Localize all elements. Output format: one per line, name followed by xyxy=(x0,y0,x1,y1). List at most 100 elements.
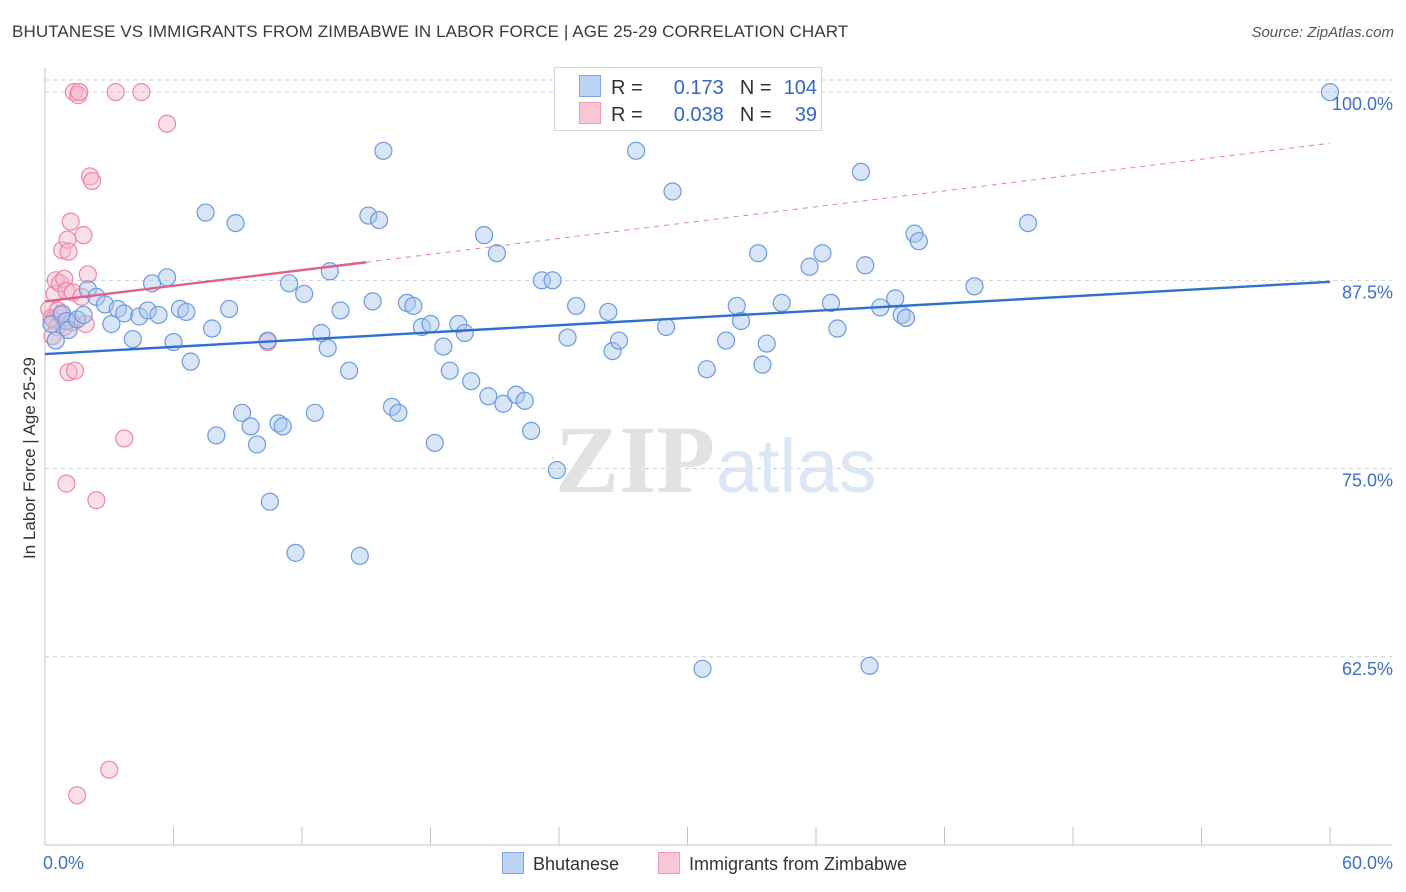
bhutanese-point xyxy=(455,323,474,343)
bhutanese-point xyxy=(731,311,751,331)
zimbabwe-point xyxy=(68,786,87,805)
bhutanese-point xyxy=(663,182,682,201)
bhutanese-point xyxy=(247,435,267,454)
bhutanese-point xyxy=(479,387,498,406)
bhutanese-point xyxy=(697,360,716,379)
bhutanese-point xyxy=(860,656,879,675)
zimbabwe-point xyxy=(65,361,85,380)
bhutanese-point xyxy=(656,317,676,337)
legend-label: Immigrants from Zimbabwe xyxy=(689,854,908,874)
bhutanese-point xyxy=(207,426,226,445)
bhutanese-point xyxy=(181,352,200,371)
zimbabwe-point xyxy=(115,429,134,448)
bhutanese-point xyxy=(772,293,791,313)
bhutanese-point xyxy=(558,328,577,347)
tick-labels: 62.5% 75.0% 87.5% 100.0% 0.0% 60.0% xyxy=(43,94,1393,873)
pink-swatch xyxy=(579,102,601,124)
r-label: R = xyxy=(611,104,643,126)
bhutanese-point xyxy=(196,203,215,222)
y-axis-title: In Labor Force | Age 25-29 xyxy=(20,357,39,559)
legend-label: Bhutanese xyxy=(533,854,620,874)
pink-swatch xyxy=(658,852,680,874)
bhutanese-point xyxy=(474,226,494,245)
bhutanese-point xyxy=(1018,213,1038,233)
n-label: N = xyxy=(739,77,772,99)
bhutanese-point xyxy=(727,296,746,316)
y-tick-label: 100.0% xyxy=(1332,94,1393,114)
bhutanese-point xyxy=(462,372,481,391)
bhutanese-point xyxy=(1320,82,1340,102)
bhutanese-point xyxy=(851,162,871,182)
legend-row-bhutanese: R = 0.173 N = 104 xyxy=(579,75,817,99)
bhutanese-point xyxy=(241,417,260,436)
bhutanese-point xyxy=(440,361,459,380)
r-value: 0.173 xyxy=(673,77,724,99)
bhutanese-point xyxy=(609,331,629,350)
zimbabwe-point xyxy=(100,760,119,779)
bhutanese-point xyxy=(359,206,378,225)
watermark-zip: ZIP xyxy=(555,406,715,513)
blue-swatch xyxy=(579,75,601,97)
zimbabwe-point xyxy=(61,212,80,231)
zimbabwe-point xyxy=(87,491,106,510)
bhutanese-point xyxy=(404,296,423,316)
zimbabwe-point xyxy=(59,242,78,261)
bhutanese-point xyxy=(813,244,832,263)
bhutanese-point xyxy=(177,302,196,322)
r-value: 0.038 xyxy=(673,104,724,126)
bhutanese-point xyxy=(295,284,314,303)
bhutanese-point xyxy=(800,257,819,276)
bhutanese-point xyxy=(374,141,393,160)
bhutanese-point xyxy=(425,433,444,453)
zimbabwe-points xyxy=(40,82,277,805)
bhutanese-point xyxy=(318,338,337,358)
trend-lines xyxy=(44,142,1331,356)
zimbabwe-point xyxy=(57,474,76,493)
bhutanese-point xyxy=(149,305,168,325)
x-tick-label: 0.0% xyxy=(43,853,84,873)
bhutanese-point xyxy=(280,274,299,293)
legend-item-bhutanese: Bhutanese xyxy=(502,852,619,875)
bhutanese-point xyxy=(757,334,776,353)
zimbabwe-point xyxy=(70,82,89,102)
bhutanese-point xyxy=(896,308,916,328)
bhutanese-point xyxy=(389,403,408,422)
bhutanese-point xyxy=(74,305,93,325)
bhutanese-point xyxy=(273,417,292,436)
bhutanese-point xyxy=(115,304,134,323)
bhutanese-point xyxy=(856,256,875,275)
bhutanese-point xyxy=(331,301,350,320)
zimbabwe-point xyxy=(59,363,78,382)
bhutanese-point xyxy=(716,331,736,350)
bhutanese-point xyxy=(102,314,121,334)
bhutanese-point xyxy=(202,319,222,338)
bhutanese-point xyxy=(260,492,279,511)
bhutanese-point xyxy=(226,213,245,233)
bhutanese-point xyxy=(421,314,440,334)
x-tick-label: 60.0% xyxy=(1342,853,1393,873)
bhutanese-point xyxy=(434,337,453,356)
zimbabwe-trend-extension xyxy=(366,142,1331,263)
zimbabwe-point xyxy=(74,226,93,245)
bhutanese-point xyxy=(543,271,562,290)
n-value: 39 xyxy=(794,104,818,126)
legend-item-zimbabwe: Immigrants from Zimbabwe xyxy=(658,852,907,875)
y-tick-label: 62.5% xyxy=(1342,659,1393,679)
zimbabwe-point xyxy=(106,82,125,102)
bhutanese-point xyxy=(286,543,305,562)
bhutanese-trend-line xyxy=(44,280,1331,356)
bhutanese-point xyxy=(828,319,847,338)
zimbabwe-point xyxy=(157,114,177,133)
y-tick-label: 87.5% xyxy=(1342,282,1393,302)
bhutanese-point xyxy=(220,299,239,319)
bhutanese-point xyxy=(603,341,622,361)
watermark-atlas: atlas xyxy=(716,424,877,509)
bhutanese-point xyxy=(693,659,712,678)
zimbabwe-point xyxy=(132,82,151,102)
bhutanese-point xyxy=(626,141,646,160)
bhutanese-point xyxy=(821,293,841,313)
bhutanese-point xyxy=(515,391,534,410)
bhutanese-point xyxy=(449,314,468,334)
bhutanese-point xyxy=(547,460,566,480)
bhutanese-point xyxy=(567,296,586,316)
